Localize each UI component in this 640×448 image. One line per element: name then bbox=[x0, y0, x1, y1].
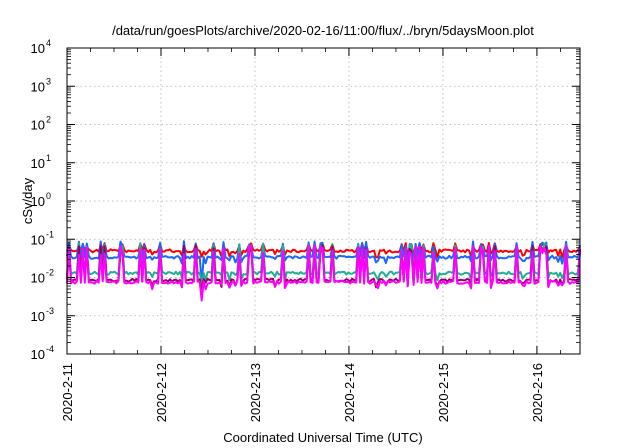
y-tick-exponent: -4 bbox=[46, 344, 54, 354]
y-tick-label: 10 2 bbox=[31, 115, 51, 133]
x-tick-label: 2020-2-11 bbox=[60, 363, 75, 421]
y-tick-exponent: 2 bbox=[46, 115, 51, 125]
chart-title: /data/run/goesPlots/archive/2020-02-16/1… bbox=[112, 23, 534, 38]
y-tick-exponent: 1 bbox=[46, 153, 51, 163]
y-tick-label: 10 -2 bbox=[31, 268, 54, 286]
y-tick-base: 10 bbox=[31, 156, 45, 171]
y-axis-label: cSv/day bbox=[20, 177, 35, 224]
y-tick-exponent: 0 bbox=[46, 191, 51, 201]
y-tick-base: 10 bbox=[31, 347, 45, 362]
x-tick-label: 2020-2-12 bbox=[154, 363, 169, 422]
y-tick-label: 10 0 bbox=[31, 191, 51, 209]
series-lines bbox=[66, 240, 581, 302]
y-tick-label: 10 -4 bbox=[31, 344, 54, 362]
y-tick-label: 10 4 bbox=[31, 38, 51, 56]
series-line bbox=[66, 244, 581, 302]
x-axis: 2020-2-11 2020-2-12 2020-2-13 2020-2-14 2020… bbox=[60, 48, 561, 422]
y-tick-base: 10 bbox=[31, 309, 45, 324]
y-tick-exponent: 3 bbox=[46, 76, 51, 86]
grid bbox=[66, 48, 580, 354]
y-tick-label: 10 1 bbox=[31, 153, 51, 171]
y-tick-base: 10 bbox=[31, 232, 45, 247]
x-tick-label: 2020-2-15 bbox=[436, 363, 451, 422]
x-tick-label: 2020-2-16 bbox=[530, 363, 545, 422]
y-tick-exponent: -1 bbox=[46, 229, 54, 239]
x-axis-label: Coordinated Universal Time (UTC) bbox=[223, 430, 422, 445]
y-tick-base: 10 bbox=[31, 194, 45, 209]
y-tick-exponent: -3 bbox=[46, 306, 54, 316]
y-tick-label: 10 3 bbox=[31, 76, 51, 94]
y-tick-base: 10 bbox=[31, 271, 45, 286]
y-tick-exponent: 4 bbox=[46, 38, 51, 48]
y-tick-base: 10 bbox=[31, 118, 45, 133]
y-tick-base: 10 bbox=[31, 41, 45, 56]
y-tick-base: 10 bbox=[31, 79, 45, 94]
y-tick-label: 10 -1 bbox=[31, 229, 54, 247]
y-tick-label: 10 -3 bbox=[31, 306, 54, 324]
x-tick-label: 2020-2-14 bbox=[342, 363, 357, 422]
x-tick-label: 2020-2-13 bbox=[248, 363, 263, 422]
y-tick-exponent: -2 bbox=[46, 268, 54, 278]
